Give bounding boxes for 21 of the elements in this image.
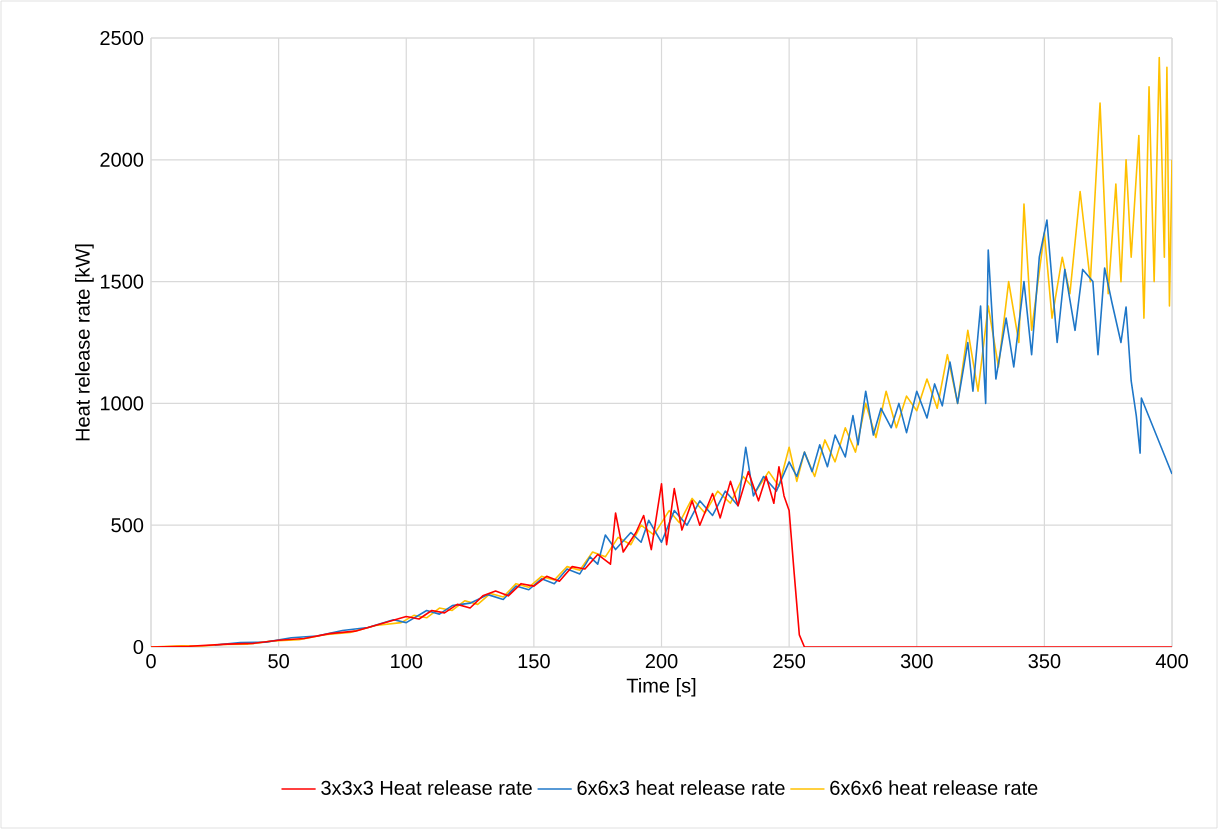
x-tick-label: 100: [391, 654, 423, 669]
y-tick-label: 2000: [100, 152, 144, 167]
y-tick-label: 1000: [100, 396, 144, 411]
line-series: [214, 219, 1173, 646]
x-tick-label: 0: [146, 654, 156, 669]
y-tick-label: 2500: [100, 30, 144, 46]
x-tick-label: 350: [1028, 654, 1061, 669]
y-tick-label: 1500: [100, 274, 144, 289]
x-axis-title: Time [s]: [626, 677, 696, 697]
legend-label: 6x6x3 heat release rate: [577, 780, 785, 795]
y-axis-title: Heat release rate [kW]: [75, 244, 94, 441]
x-tick-label: 200: [645, 654, 678, 669]
y-tick-label: 0: [133, 639, 144, 655]
x-tick-label: 250: [773, 654, 806, 669]
x-tick-label: 300: [900, 654, 933, 669]
x-tick-label: 400: [1155, 654, 1188, 669]
y-tick-label: 500: [111, 518, 144, 533]
legend-label: 6x6x6 heat release rate: [830, 780, 1038, 795]
x-tick-label: 50: [268, 654, 289, 669]
legend-label: 3x3x3 Heat release rate: [321, 780, 532, 795]
x-tick-label: 150: [518, 654, 550, 669]
